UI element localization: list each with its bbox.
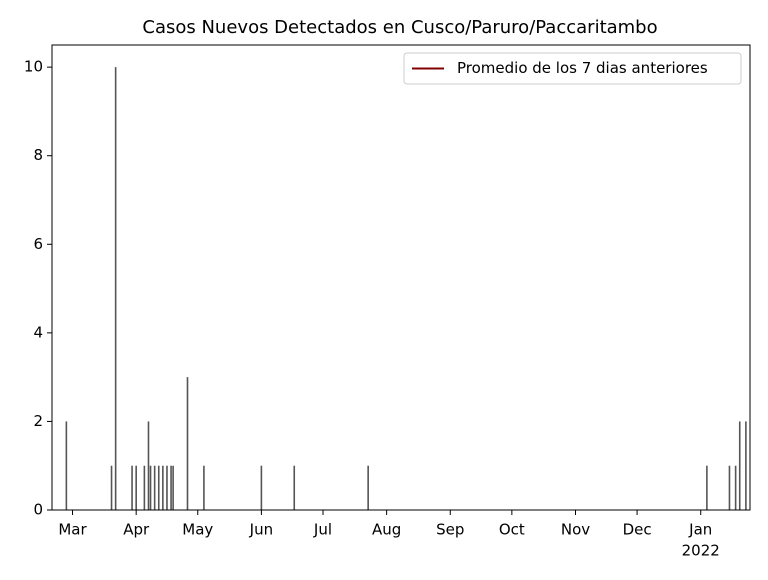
y-tick-label: 4: [33, 323, 43, 341]
bar: [706, 465, 708, 510]
bar: [293, 465, 296, 510]
bar: [172, 465, 174, 510]
bar: [734, 465, 737, 510]
bar: [260, 465, 263, 510]
x-tick-label: Jul: [313, 521, 332, 539]
y-tick-label: 8: [33, 146, 43, 164]
bar: [131, 465, 133, 510]
bar: [186, 377, 189, 510]
bar: [738, 421, 741, 510]
x-tick-label: Aug: [372, 521, 401, 539]
bar: [157, 465, 160, 510]
bar: [147, 421, 150, 510]
y-tick-label: 2: [33, 412, 43, 430]
x-tick-label: Nov: [561, 521, 590, 539]
bar: [203, 465, 205, 510]
bar: [114, 67, 117, 511]
bar: [135, 465, 137, 510]
x-tick-label: Jun: [249, 521, 273, 539]
y-tick-label: 0: [33, 501, 43, 519]
bar: [166, 465, 168, 510]
bar: [149, 465, 152, 510]
x-tick-label: Dec: [623, 521, 652, 539]
bar: [745, 421, 747, 510]
bar: [728, 465, 731, 510]
bar: [367, 465, 369, 510]
legend-label: Promedio de los 7 dias anteriores: [457, 59, 708, 77]
x-tick-label: May: [182, 521, 213, 539]
x-tick-label: Jan: [688, 521, 712, 539]
bar: [170, 465, 172, 510]
bar: [65, 421, 68, 510]
plot-frame: [51, 44, 751, 511]
bar: [153, 465, 156, 510]
bar: [143, 465, 146, 510]
chart-title: Casos Nuevos Detectados en Cusco/Paruro/…: [142, 17, 657, 38]
x-tick-label: Apr: [123, 521, 150, 539]
legend-box: [403, 52, 742, 85]
y-tick-label: 10: [24, 58, 43, 76]
x-year-label: 2022: [682, 542, 720, 560]
x-tick-label: Mar: [58, 521, 87, 539]
x-tick-label: Oct: [499, 521, 525, 539]
x-tick-label: Sep: [436, 521, 464, 539]
bar: [110, 465, 113, 510]
bar: [162, 465, 164, 510]
y-tick-label: 6: [33, 235, 43, 253]
